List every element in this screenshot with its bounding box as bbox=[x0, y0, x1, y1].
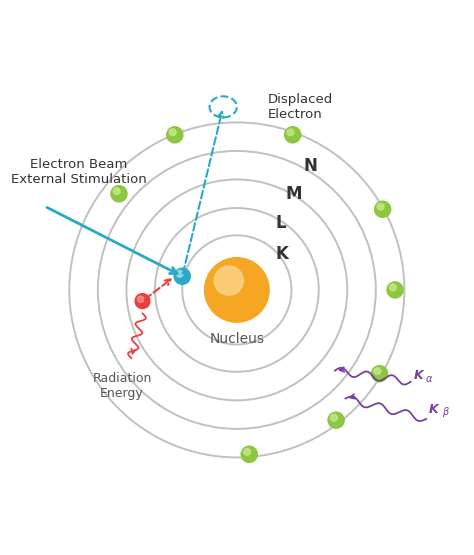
Circle shape bbox=[241, 446, 257, 462]
Circle shape bbox=[169, 129, 176, 136]
Text: K: K bbox=[275, 245, 288, 263]
Text: Nucleus: Nucleus bbox=[210, 332, 264, 346]
Circle shape bbox=[377, 203, 384, 210]
Circle shape bbox=[167, 127, 183, 143]
Circle shape bbox=[174, 268, 191, 284]
Circle shape bbox=[330, 415, 337, 421]
Text: L: L bbox=[275, 214, 286, 232]
Circle shape bbox=[372, 366, 388, 382]
Circle shape bbox=[374, 368, 381, 375]
Text: M: M bbox=[285, 185, 302, 203]
Circle shape bbox=[284, 127, 301, 143]
Text: α: α bbox=[426, 374, 432, 384]
Circle shape bbox=[328, 412, 344, 428]
Text: β: β bbox=[442, 407, 448, 417]
Circle shape bbox=[214, 266, 243, 295]
Text: N: N bbox=[304, 157, 318, 175]
Circle shape bbox=[113, 188, 120, 195]
Text: Displaced
Electron: Displaced Electron bbox=[268, 93, 333, 121]
Text: Electron Beam
External Stimulation: Electron Beam External Stimulation bbox=[11, 158, 146, 186]
Circle shape bbox=[374, 201, 391, 218]
Circle shape bbox=[135, 294, 150, 309]
Circle shape bbox=[387, 282, 403, 298]
Circle shape bbox=[111, 186, 127, 202]
Circle shape bbox=[244, 448, 250, 455]
Circle shape bbox=[205, 258, 269, 322]
Text: K: K bbox=[414, 369, 423, 382]
Circle shape bbox=[137, 296, 144, 302]
Circle shape bbox=[287, 129, 294, 136]
Circle shape bbox=[390, 284, 396, 291]
Text: K: K bbox=[429, 402, 439, 416]
Circle shape bbox=[176, 270, 183, 277]
Text: Radiation
Energy: Radiation Energy bbox=[92, 372, 152, 400]
